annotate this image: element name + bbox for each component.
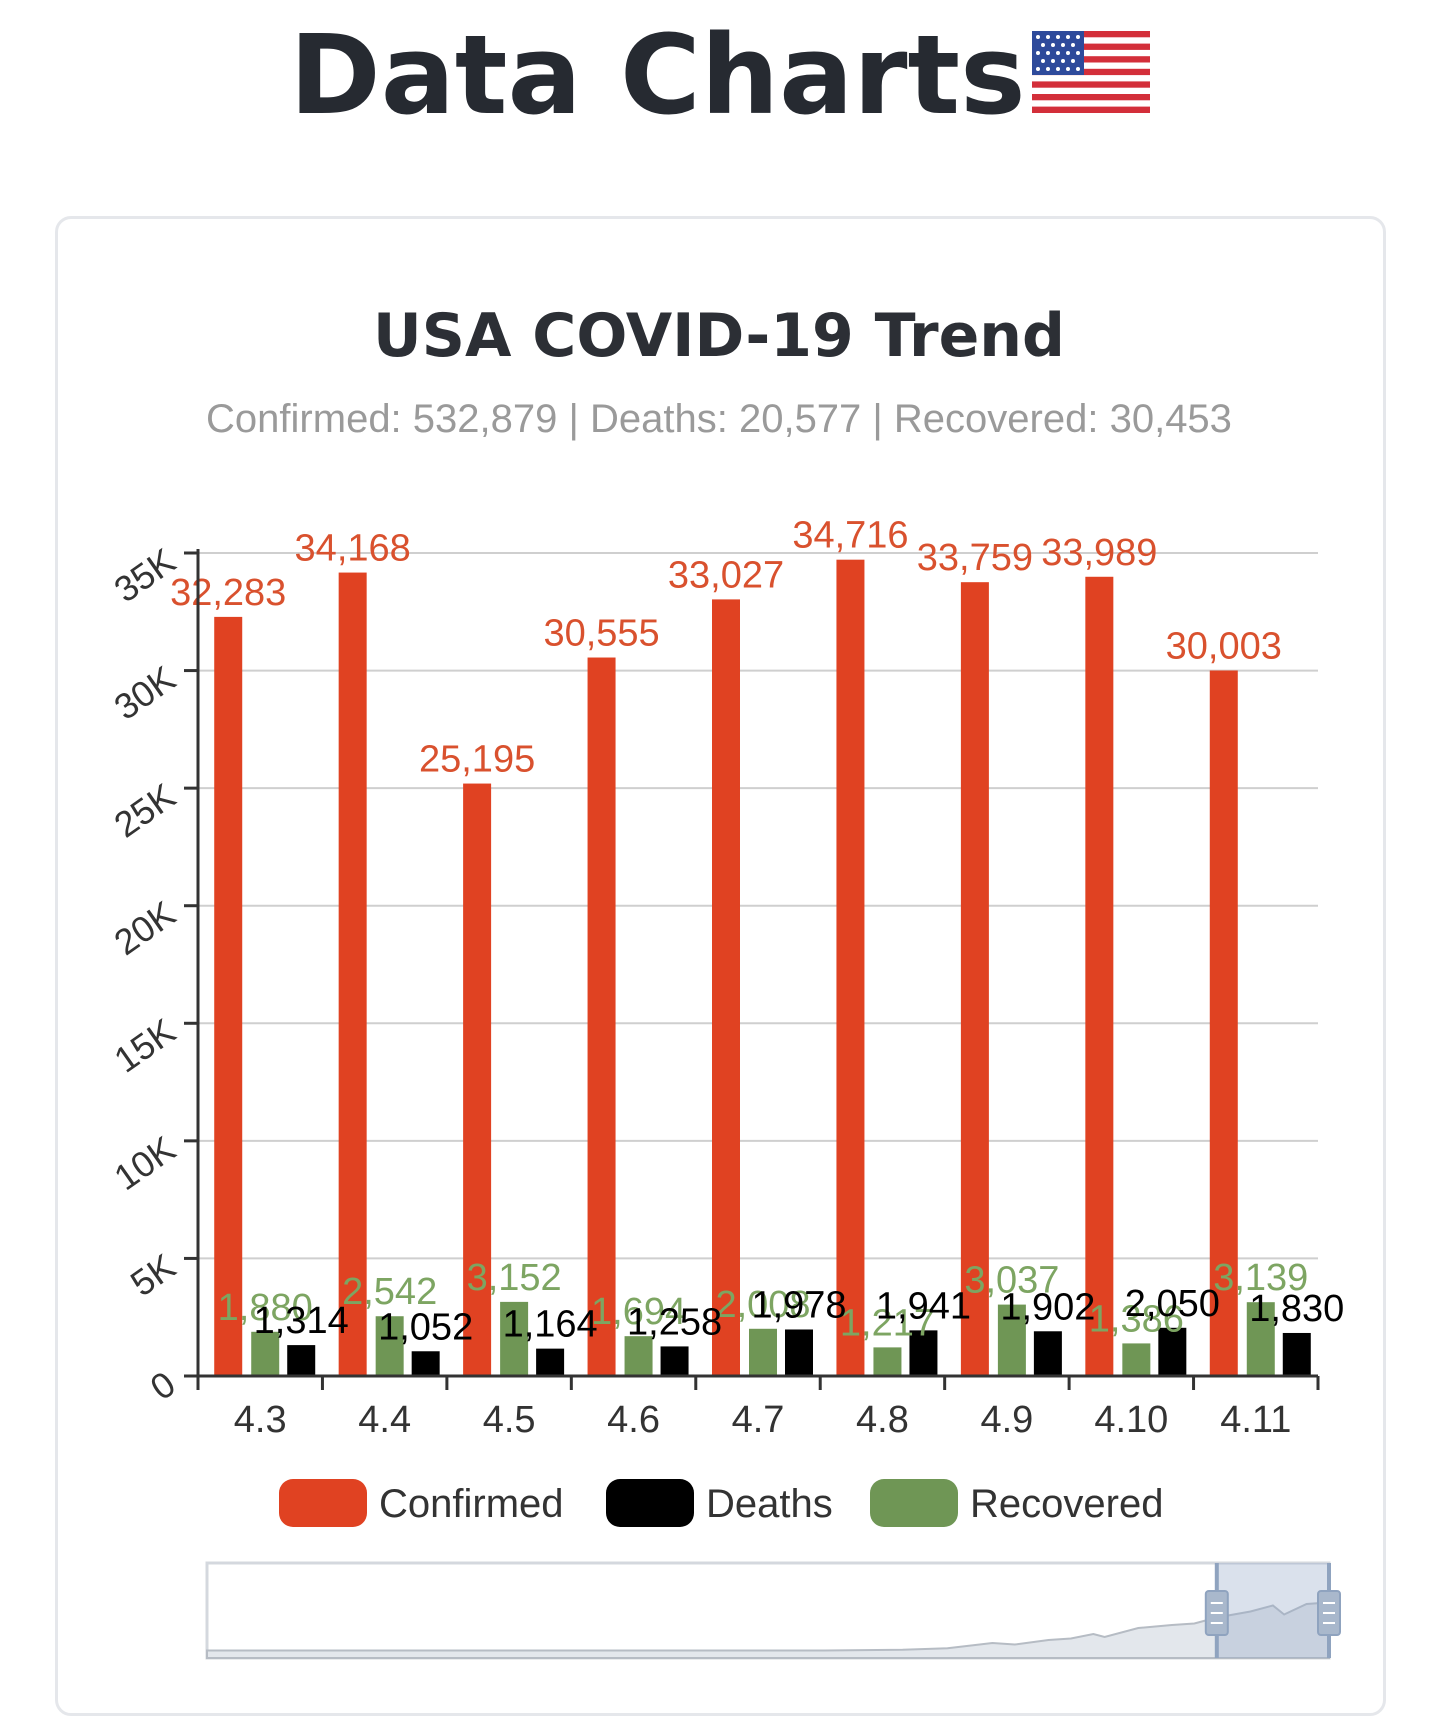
data-label-deaths: 1,941 (876, 1285, 971, 1327)
x-tick-label: 4.3 (234, 1399, 287, 1441)
y-tick-label: 10K (107, 1128, 183, 1198)
bar-deaths (1033, 1331, 1062, 1376)
bar-recovered (251, 1331, 280, 1376)
data-label-confirmed: 25,195 (419, 739, 535, 781)
legend-swatch-deaths[interactable] (606, 1479, 694, 1527)
legend-label-recovered[interactable]: Recovered (970, 1482, 1163, 1526)
data-label-recovered: 2,008 (715, 1284, 810, 1326)
bar-deaths (909, 1330, 938, 1376)
zoom-handle-left[interactable] (1204, 1590, 1229, 1636)
bars (214, 559, 1311, 1376)
y-tick-label: 30K (107, 658, 183, 728)
bar-confirmed (214, 616, 243, 1376)
bar-recovered (749, 1328, 777, 1376)
page-title-text: Data Charts (289, 11, 1026, 139)
data-label-recovered: 3,152 (467, 1257, 562, 1299)
data-label-recovered: 1,386 (1089, 1298, 1184, 1340)
x-tick-label: 4.5 (483, 1399, 536, 1441)
bar-recovered (1122, 1343, 1151, 1376)
data-label-confirmed: 30,003 (1166, 626, 1282, 668)
bar-confirmed (836, 559, 865, 1376)
chart-title: USA COVID-19 Trend (373, 301, 1065, 371)
data-zoom-slider[interactable] (205, 1561, 1341, 1660)
legend-swatch-recovered[interactable] (870, 1479, 958, 1527)
bar-recovered (873, 1347, 902, 1376)
us-flag-icon (1031, 30, 1150, 113)
data-label-deaths: 1,164 (503, 1304, 598, 1346)
x-tick-label: 4.4 (358, 1399, 411, 1441)
data-label-confirmed: 33,759 (917, 537, 1033, 579)
legend-label-deaths[interactable]: Deaths (706, 1482, 833, 1526)
data-label-deaths: 1,978 (751, 1284, 846, 1326)
x-tick-label: 4.8 (856, 1399, 909, 1441)
zoom-handle-right[interactable] (1317, 1590, 1341, 1636)
data-label-deaths: 1,314 (254, 1300, 349, 1342)
data-label-confirmed: 33,989 (1041, 532, 1157, 574)
y-tick-label: 0 (143, 1363, 183, 1408)
bar-deaths (1282, 1332, 1311, 1376)
data-label-deaths: 1,902 (1000, 1286, 1095, 1328)
data-label-deaths: 1,258 (627, 1301, 722, 1343)
data-label-recovered: 3,139 (1213, 1257, 1308, 1299)
y-tick-label: 20K (107, 893, 183, 963)
zoom-preview-area (206, 1601, 1330, 1659)
bar-deaths (785, 1329, 813, 1376)
y-tick-label: 5K (123, 1245, 183, 1304)
bar-confirmed (1085, 576, 1114, 1376)
bar-deaths (411, 1351, 440, 1376)
bar-confirmed (338, 572, 367, 1376)
page-title: Data Charts (0, 10, 1439, 140)
legend-label-confirmed[interactable]: Confirmed (379, 1482, 564, 1526)
data-label-recovered: 1,694 (591, 1291, 686, 1333)
bar-confirmed (587, 657, 616, 1376)
y-tick-label: 25K (107, 775, 183, 845)
data-label-deaths: 2,050 (1125, 1283, 1220, 1325)
data-label-recovered: 3,037 (964, 1260, 1059, 1302)
grid-lines (198, 552, 1318, 1260)
data-label-confirmed: 34,716 (792, 515, 908, 557)
bar-deaths (660, 1346, 689, 1376)
bar-recovered (624, 1336, 653, 1376)
y-tick-label: 15K (107, 1010, 183, 1080)
data-label-confirmed: 34,168 (295, 528, 411, 570)
bar-recovered (997, 1304, 1026, 1376)
bar-confirmed (1209, 670, 1238, 1376)
bar-confirmed (463, 783, 492, 1376)
bar-confirmed (712, 599, 740, 1376)
x-tick-label: 4.11 (1220, 1399, 1291, 1441)
data-label-recovered: 2,542 (342, 1271, 437, 1313)
bar-deaths (287, 1345, 316, 1376)
data-label-deaths: 1,052 (378, 1306, 473, 1348)
data-label-recovered: 1,880 (218, 1287, 313, 1329)
x-tick-label: 4.6 (607, 1399, 660, 1441)
legend: Confirmed Deaths Recovered (279, 1479, 1163, 1527)
legend-swatch-confirmed[interactable] (279, 1479, 367, 1527)
bar-recovered (375, 1316, 404, 1376)
bar-deaths (1158, 1327, 1187, 1376)
zoom-selected-window[interactable] (1216, 1563, 1329, 1658)
bar-deaths (536, 1348, 565, 1376)
x-tick-label: 4.7 (732, 1399, 785, 1441)
data-label-confirmed: 32,283 (170, 572, 286, 614)
bar-confirmed (960, 582, 989, 1376)
x-tick-label: 4.9 (980, 1399, 1033, 1441)
data-label-deaths: 1,830 (1249, 1288, 1344, 1330)
bar-recovered (1246, 1302, 1275, 1376)
data-label-confirmed: 33,027 (668, 554, 784, 596)
data-label-recovered: 1,217 (840, 1302, 935, 1344)
data-label-confirmed: 30,555 (543, 613, 659, 655)
chart-subtitle: Confirmed: 532,879 | Deaths: 20,577 | Re… (206, 397, 1232, 441)
bar-chart: USA COVID-19 Trend Confirmed: 532,879 | … (107, 301, 1344, 1660)
x-tick-label: 4.10 (1094, 1399, 1168, 1441)
bar-recovered (500, 1301, 529, 1376)
